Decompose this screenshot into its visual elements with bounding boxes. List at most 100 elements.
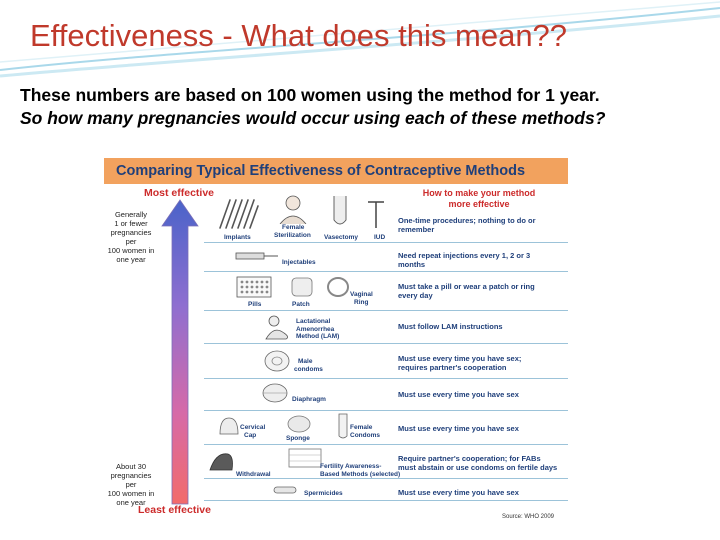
bottom-note-line: About 30 (115, 462, 147, 471)
top-note-line: Generally (114, 210, 148, 219)
instruction-row-2: Need repeat injections every 1, 2 or 3 m… (398, 251, 566, 269)
how-to-heading: How to make your method more effective (394, 188, 564, 210)
diaphragm-illustration (262, 383, 288, 403)
label-male-condoms: Male condoms (294, 358, 323, 373)
instruction-line: requires partner's cooperation (398, 363, 507, 372)
label-spermicides: Spermicides (304, 490, 343, 497)
bottom-note-line: pregnancies per (110, 471, 152, 489)
row-divider (204, 410, 568, 411)
label-female-sterilization: Female Sterilization (274, 224, 311, 239)
instruction-line: must abstain or use condoms on fertile d… (398, 463, 558, 472)
injectables-illustration (235, 252, 278, 260)
label-line: Cap (244, 431, 257, 439)
label-line: Lactational (296, 318, 331, 325)
label-line: Sterilization (274, 231, 311, 239)
row-divider (204, 478, 568, 479)
instruction-line: One-time procedures; nothing to do or (398, 216, 536, 225)
label-withdrawal: Withdrawal (236, 471, 271, 478)
how-to-line-1: How to make your method (422, 188, 536, 198)
instruction-row-1: One-time procedures; nothing to do or re… (398, 216, 566, 234)
sponge-illustration (287, 415, 311, 433)
slide-title: Effectiveness - What does this mean?? (30, 18, 568, 53)
label-female-condoms: Female Condoms (350, 424, 380, 439)
implants-illustration (219, 199, 259, 229)
instruction-row-8: Require partner's cooperation; for FABs … (398, 454, 566, 472)
patch-illustration (291, 277, 313, 297)
label-sponge: Sponge (286, 435, 310, 442)
instruction-line: every day (398, 291, 433, 300)
label-implants: Implants (224, 234, 251, 241)
instruction-line: remember (398, 225, 435, 234)
label-line: Male (298, 358, 313, 365)
instruction-row-3: Must take a pill or wear a patch or ring… (398, 282, 566, 300)
cervical-cap-illustration (219, 417, 239, 435)
label-line: condoms (294, 365, 323, 373)
instruction-line: Must follow LAM instructions (398, 322, 503, 331)
vasectomy-illustration (333, 196, 347, 225)
instruction-line: Must use every time you have sex (398, 488, 519, 497)
instruction-line: Must use every time you have sex (398, 390, 519, 399)
pills-illustration (236, 276, 272, 298)
instruction-line: Require partner's cooperation; for FABs (398, 454, 541, 463)
instruction-line: Must use every time you have sex (398, 424, 519, 433)
instruction-row-7: Must use every time you have sex (398, 424, 566, 433)
top-note-line: pregnancies per (110, 228, 152, 246)
body-line-1: These numbers are based on 100 women usi… (20, 85, 600, 105)
instruction-line: Must take a pill or wear a patch or ring (398, 282, 535, 291)
row-divider (204, 242, 568, 243)
instruction-line: Need repeat injections every 1, 2 or 3 (398, 251, 531, 260)
instruction-row-4: Must follow LAM instructions (398, 322, 566, 331)
label-diaphragm: Diaphragm (292, 396, 326, 403)
row-divider (204, 310, 568, 311)
label-fabm: Fertility Awareness- Based Methods (sele… (320, 463, 400, 478)
source-note: Source: WHO 2009 (502, 514, 555, 520)
label-line: Female (282, 224, 305, 231)
label-line: Ring (354, 298, 369, 306)
label-line: Condoms (350, 431, 380, 439)
instruction-row-6: Must use every time you have sex (398, 390, 566, 399)
label-line: Fertility Awareness- (320, 463, 382, 470)
instruction-row-9: Must use every time you have sex (398, 488, 566, 497)
instruction-line: Must use every time you have sex; (398, 354, 522, 363)
least-effective-label: Least effective (138, 504, 211, 516)
male-condom-illustration (264, 350, 290, 372)
row-divider (204, 378, 568, 379)
female-condom-illustration (338, 413, 348, 439)
row-divider (204, 500, 568, 501)
label-lam: Lactational Amenorrhea Method (LAM) (296, 318, 339, 341)
fabm-illustration (288, 448, 322, 468)
vaginal-ring-illustration (327, 277, 349, 297)
how-to-line-2: more effective (448, 199, 510, 209)
row-divider (204, 271, 568, 272)
chart-title: Comparing Typical Effectiveness of Contr… (116, 163, 526, 179)
label-line: Based Methods (selected) (320, 470, 401, 478)
label-iud: IUD (374, 234, 386, 241)
iud-illustration (368, 201, 384, 228)
label-vaginal-ring: Vaginal Ring (350, 291, 373, 306)
top-pregnancy-note: Generally 1 or fewer pregnancies per 100… (106, 210, 156, 264)
bottom-note-line: 100 women in (107, 489, 155, 498)
label-line: Amenorrhea (296, 325, 335, 333)
chart-header: Comparing Typical Effectiveness of Contr… (104, 158, 568, 184)
label-patch: Patch (292, 301, 310, 308)
label-injectables: Injectables (282, 259, 316, 266)
row-divider (204, 444, 568, 445)
female-sterilization-illustration (279, 195, 307, 224)
row-divider (204, 343, 568, 344)
instruction-line: months (398, 260, 426, 269)
body-line-2: So how many pregnancies would occur usin… (20, 108, 606, 128)
spermicides-illustration (273, 486, 297, 494)
slide-body-text: These numbers are based on 100 women usi… (20, 84, 605, 130)
bottom-note-line: one year (116, 498, 146, 507)
lam-illustration (265, 315, 288, 340)
label-cervical-cap: Cervical Cap (240, 424, 265, 439)
top-note-line: 1 or fewer (114, 219, 148, 228)
title-swoosh-decoration (0, 1, 720, 78)
contraceptive-effectiveness-chart: Comparing Typical Effectiveness of Contr… (104, 158, 568, 526)
label-pills: Pills (248, 301, 262, 308)
label-line: Method (LAM) (296, 333, 340, 340)
top-note-line: 100 women in (107, 246, 155, 255)
withdrawal-illustration (209, 453, 233, 471)
label-vasectomy: Vasectomy (324, 234, 358, 241)
most-effective-label: Most effective (144, 187, 215, 199)
